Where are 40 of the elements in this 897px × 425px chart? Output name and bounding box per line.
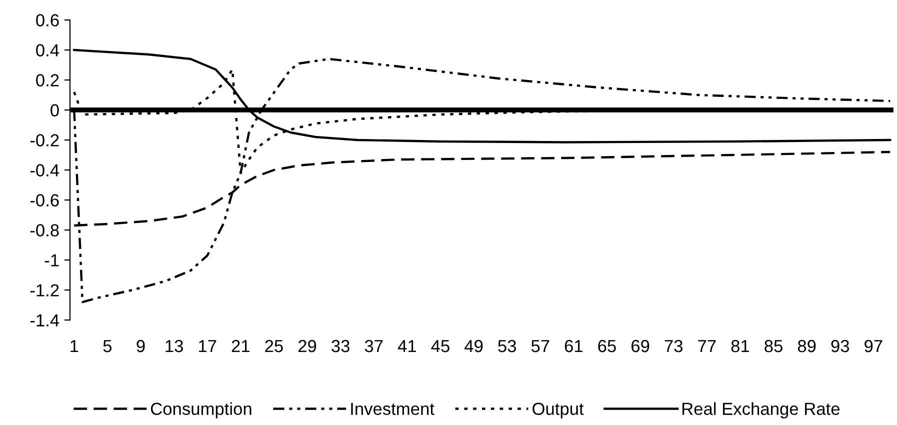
x-tick-label: 9 (136, 340, 145, 352)
y-tick-label: -1.4 (30, 314, 60, 326)
legend-label: Real Exchange Rate (682, 402, 840, 418)
y-tick-label: -0.6 (30, 194, 59, 206)
x-tick-label: 25 (265, 340, 283, 352)
x-tick-label: 73 (664, 340, 682, 352)
x-tick-label: 29 (298, 340, 316, 352)
x-tick-label: 89 (798, 340, 816, 352)
y-tick-label: -1.2 (30, 284, 59, 296)
x-tick-label: 65 (598, 340, 616, 352)
x-tick-label: 37 (364, 340, 383, 352)
y-tick-label: -0.8 (30, 224, 59, 236)
y-tick-label: 0 (50, 104, 59, 116)
x-tick-label: 77 (698, 340, 716, 352)
x-tick-label: 49 (464, 340, 483, 352)
x-tick-label: 53 (498, 340, 516, 352)
legend-label: Investment (351, 402, 434, 415)
x-tick-label: 85 (764, 340, 782, 352)
x-tick-label: 93 (831, 340, 850, 352)
x-tick-label: 45 (431, 340, 450, 352)
x-tick-label: 69 (632, 340, 650, 352)
x-tick-label: 13 (166, 340, 183, 352)
x-tick-label: 41 (398, 340, 416, 352)
y-tick-label: 0.4 (36, 44, 60, 56)
x-tick-label: 57 (531, 340, 550, 352)
x-tick-label: 61 (564, 340, 582, 352)
y-tick-label: 0.6 (36, 14, 59, 26)
legend-label: Output (532, 402, 584, 418)
x-tick-label: 1 (70, 340, 78, 352)
x-tick-label: 97 (864, 340, 882, 352)
legend-label: Consumption (150, 402, 252, 418)
x-tick-label: 21 (232, 340, 250, 352)
y-tick-label: -0.2 (30, 134, 59, 146)
x-tick-label: 33 (332, 340, 350, 352)
y-tick-label: 0.2 (36, 74, 59, 86)
x-tick-label: 17 (199, 340, 216, 352)
x-tick-label: 5 (103, 340, 112, 352)
x-tick-label: 81 (731, 340, 750, 352)
y-tick-label: -0.4 (30, 164, 60, 176)
y-tick-label: -1 (44, 254, 59, 266)
